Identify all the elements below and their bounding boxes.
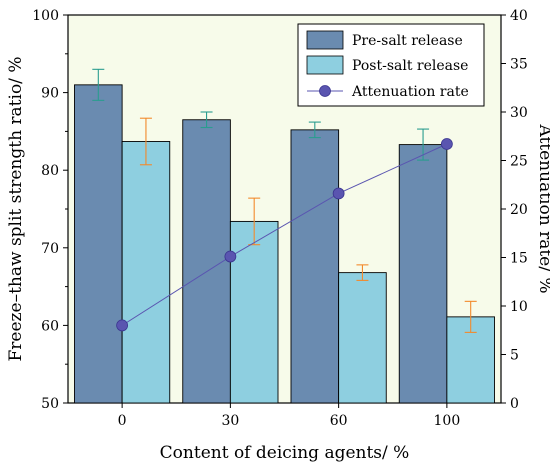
bar-post-salt-30: [229, 220, 279, 404]
attenuation-rate-point-100: [440, 138, 453, 150]
y-left-tick-label-90: 90: [41, 86, 59, 102]
legend-label-post-salt: Post-salt release: [352, 58, 468, 74]
x-tick-label-100: 100: [434, 413, 461, 429]
x-axis-title: Content of deicing agents/ %: [160, 443, 410, 463]
error-bar-pre-salt-30: [200, 111, 213, 129]
legend-swatch-post-salt: [306, 55, 344, 75]
bar-post-salt-100: [446, 316, 495, 404]
y-left-tick-label-70: 70: [41, 241, 59, 257]
line-layer: [116, 138, 453, 332]
error-bar-pre-salt-60: [308, 121, 321, 139]
legend: Pre-salt release Post-salt release Atten…: [297, 23, 485, 107]
attenuation-rate-point-0: [116, 319, 129, 332]
y-axis-right-title: Attenuation rate/ %: [535, 123, 550, 293]
legend-label-pre-salt: Pre-salt release: [352, 33, 463, 49]
x-tick-label-30: 30: [221, 413, 239, 429]
error-bar-post-salt-0: [139, 117, 152, 166]
error-bar-post-salt-100: [464, 300, 477, 333]
x-tick-label-60: 60: [330, 413, 348, 429]
y-right-tick-label-5: 5: [510, 348, 519, 364]
y-right-tick-label-35: 35: [510, 57, 528, 73]
error-bar-post-salt-60: [356, 264, 369, 281]
bar-pre-salt-0: [74, 84, 123, 404]
y-right-tick-label-40: 40: [510, 8, 528, 24]
y-right-tick-label-25: 25: [510, 154, 528, 170]
y-right-tick-label-10: 10: [510, 299, 528, 315]
error-bar-pre-salt-0: [92, 68, 105, 101]
y-left-tick-label-80: 80: [41, 163, 59, 179]
axes-layer: 50 60 70 80 90 100 0 5 10 15 20 25 30 35 40 0 30 60 100: [32, 8, 528, 429]
attenuation-rate-point-60: [332, 187, 345, 200]
attenuation-rate-line: [121, 143, 448, 326]
legend-swatch-pre-salt: [306, 30, 344, 50]
bar-pre-salt-60: [290, 129, 340, 404]
legend-marker-attenuation: [319, 85, 331, 97]
bar-post-salt-0: [121, 141, 171, 404]
bar-post-salt-60: [338, 272, 387, 404]
y-right-tick-label-15: 15: [510, 251, 528, 267]
x-tick-label-0: 0: [118, 413, 127, 429]
attenuation-rate-point-30: [224, 250, 237, 263]
y-right-tick-label-30: 30: [510, 105, 528, 121]
y-left-tick-label-60: 60: [41, 318, 59, 334]
y-right-tick-label-20: 20: [510, 202, 528, 218]
y-axis-left-title: Freeze–thaw split strength ratio/ %: [6, 57, 26, 362]
y-right-tick-label-0: 0: [510, 396, 519, 412]
y-left-tick-label-50: 50: [41, 396, 59, 412]
bar-pre-salt-100: [398, 144, 448, 404]
y-left-tick-label-100: 100: [32, 8, 59, 24]
legend-label-attenuation: Attenuation rate: [351, 84, 469, 100]
